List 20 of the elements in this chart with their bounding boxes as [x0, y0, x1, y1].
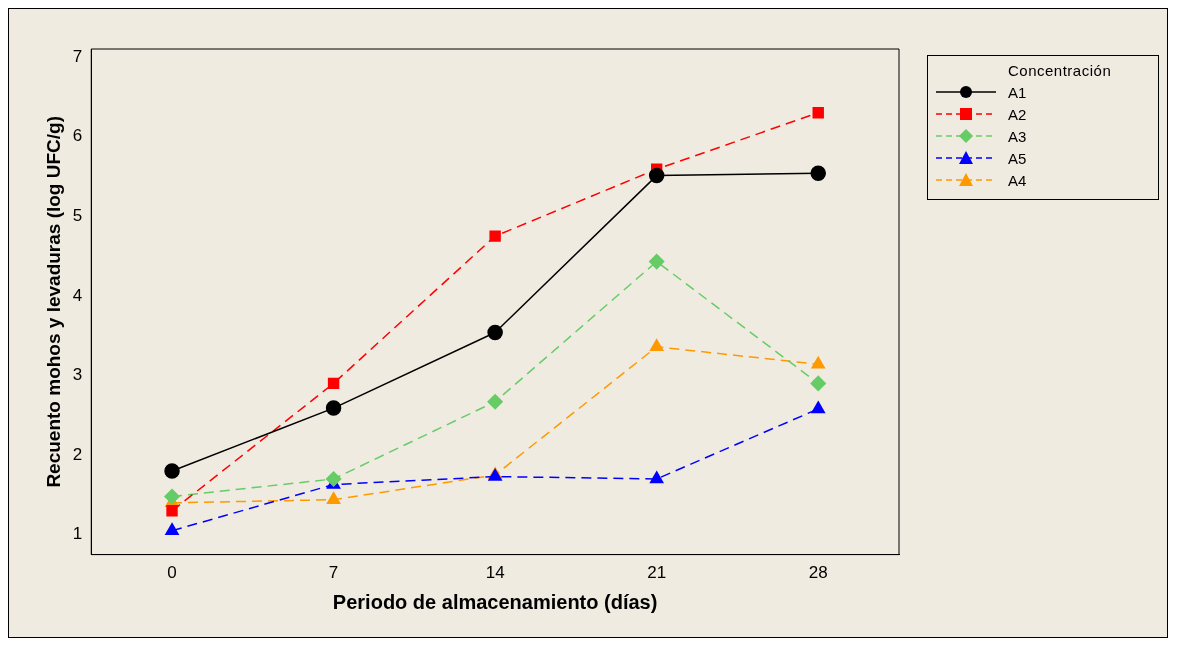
y-tick-label: 2 [72, 444, 83, 464]
legend-label: A4 [1008, 171, 1027, 189]
y-tick-label: 1 [72, 524, 83, 544]
y-tick-label: 5 [72, 205, 83, 225]
x-tick-label: 0 [167, 563, 177, 583]
legend-label: A2 [1008, 105, 1027, 123]
y-tick-label: 3 [72, 365, 83, 385]
x-tick-label: 14 [485, 563, 505, 583]
x-tick-label: 21 [647, 563, 667, 583]
legend-label: A1 [1008, 83, 1027, 101]
y-tick-label: 4 [72, 285, 83, 305]
legend-title: Concentración [1007, 62, 1113, 79]
y-tick-label: 6 [72, 126, 83, 146]
x-axis-title: Periodo de almacenamiento (días) [332, 590, 658, 613]
legend-label: A3 [1008, 127, 1027, 145]
y-axis-title: Recuento mohos y levaduras (log UFC/g) [42, 116, 64, 488]
x-tick-label: 7 [328, 563, 339, 583]
x-tick-label: 28 [808, 563, 828, 583]
legend-label: A5 [1008, 149, 1027, 167]
y-tick-label: 7 [72, 46, 83, 66]
